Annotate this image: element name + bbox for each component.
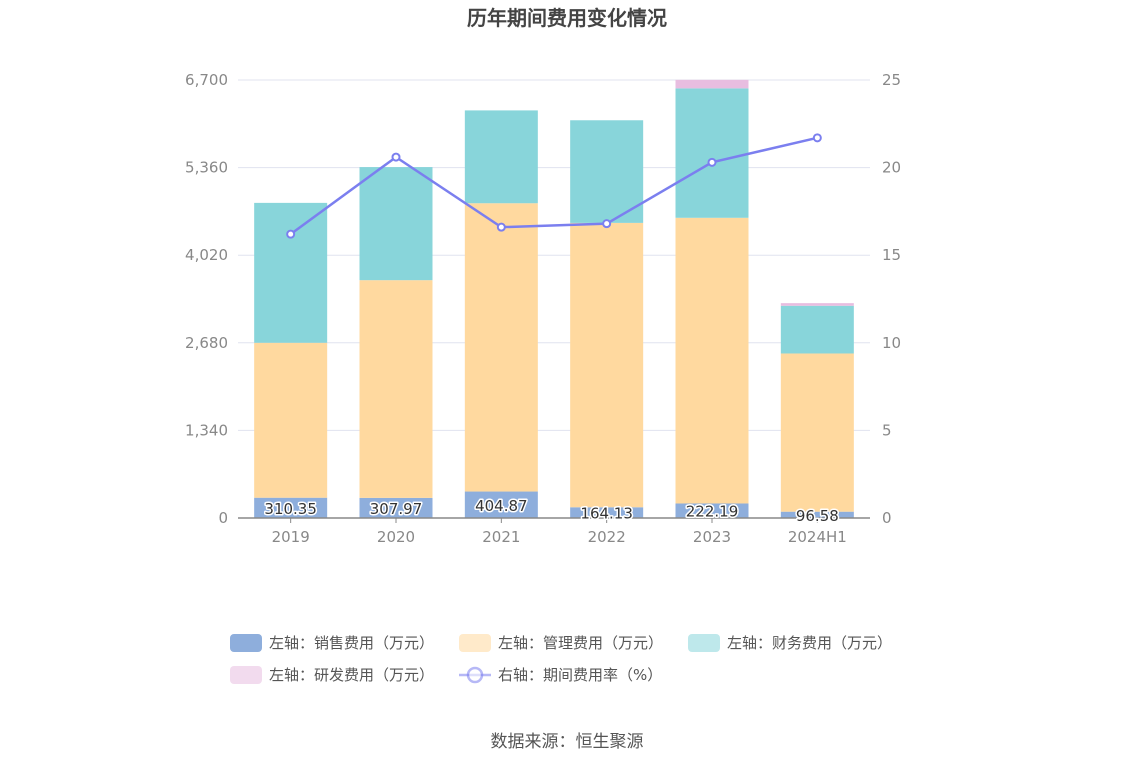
bar-segment-3-2024H1 bbox=[780, 303, 854, 306]
bar-segment-0-2021 bbox=[464, 491, 538, 518]
bar-segment-2-2023 bbox=[675, 88, 749, 218]
left-tick-label: 0 bbox=[218, 509, 228, 527]
legend-swatch[interactable] bbox=[230, 666, 262, 684]
bar-segment-1-2019 bbox=[254, 342, 328, 498]
left-tick-label: 1,340 bbox=[185, 421, 228, 439]
rate-point bbox=[286, 229, 296, 239]
legend-swatch[interactable] bbox=[230, 634, 262, 652]
rate-point bbox=[391, 152, 401, 162]
bar-value-label: 96.58 bbox=[796, 507, 839, 525]
rate-line bbox=[289, 136, 818, 236]
right-tick-label: 20 bbox=[882, 159, 901, 177]
legend-label[interactable]: 左轴：财务费用（万元） bbox=[727, 634, 892, 652]
bars-group bbox=[254, 79, 854, 518]
bar-segment-0-2024H1 bbox=[780, 511, 854, 518]
bar-value-label: 310.35 bbox=[264, 500, 317, 518]
legend-swatch[interactable] bbox=[688, 634, 720, 652]
left-tick-label: 5,360 bbox=[185, 159, 228, 177]
bar-segment-0-2019 bbox=[254, 497, 328, 518]
bar-segment-1-2024H1 bbox=[780, 353, 854, 512]
x-tick-label: 2022 bbox=[588, 528, 626, 546]
left-axis: 0 1,340 2,680 4,020 5,360 6,700 bbox=[185, 71, 228, 527]
bar-segment-2-2024H1 bbox=[780, 305, 854, 354]
x-axis: 2019 2020 2021 2022 2023 2024H1 bbox=[238, 517, 870, 546]
bar-segment-2-2022 bbox=[570, 120, 644, 223]
bar-segment-0-2023 bbox=[675, 503, 749, 518]
right-tick-label: 25 bbox=[882, 71, 901, 89]
bar-segment-1-2021 bbox=[464, 203, 538, 492]
rate-line-group bbox=[286, 133, 822, 239]
right-tick-label: 0 bbox=[882, 509, 892, 527]
bar-segment-2-2020 bbox=[359, 167, 433, 281]
left-tick-label: 4,020 bbox=[185, 246, 228, 264]
x-tick-label: 2023 bbox=[693, 528, 731, 546]
legend-label[interactable]: 左轴：管理费用（万元） bbox=[498, 634, 663, 652]
right-axis: 0 5 10 15 20 25 bbox=[882, 71, 901, 527]
legend: 左轴：销售费用（万元） 左轴：管理费用（万元） 左轴：财务费用（万元） 左轴：研发费用… bbox=[230, 634, 892, 684]
bar-segment-1-2023 bbox=[675, 217, 749, 504]
grid-lines bbox=[238, 79, 870, 431]
bar-segment-1-2020 bbox=[359, 280, 433, 498]
data-labels: 310.35 307.97 404.87 164.13 222.19 96.58 bbox=[263, 495, 840, 526]
bar-value-label: 404.87 bbox=[475, 497, 528, 515]
right-tick-label: 15 bbox=[882, 246, 901, 264]
bar-value-label: 164.13 bbox=[580, 505, 633, 523]
right-tick-label: 5 bbox=[882, 421, 892, 439]
legend-swatch[interactable] bbox=[459, 634, 491, 652]
bar-value-label: 222.19 bbox=[686, 503, 739, 521]
legend-label[interactable]: 右轴：期间费用率（%） bbox=[498, 666, 662, 684]
data-source: 数据来源：恒生聚源 bbox=[491, 732, 644, 752]
bar-segment-1-2022 bbox=[570, 222, 644, 508]
rate-point bbox=[707, 157, 717, 167]
chart-title: 历年期间费用变化情况 bbox=[467, 6, 667, 30]
bar-segment-0-2022 bbox=[570, 507, 644, 518]
x-tick-label: 2020 bbox=[377, 528, 415, 546]
bar-segment-2-2021 bbox=[464, 110, 538, 204]
rate-point bbox=[602, 219, 612, 229]
x-tick-label: 2019 bbox=[272, 528, 310, 546]
bar-segment-3-2023 bbox=[675, 79, 749, 89]
left-tick-label: 6,700 bbox=[185, 71, 228, 89]
right-tick-label: 10 bbox=[882, 334, 901, 352]
legend-label[interactable]: 左轴：销售费用（万元） bbox=[269, 634, 434, 652]
rate-point bbox=[496, 222, 506, 232]
x-tick-label: 2021 bbox=[482, 528, 520, 546]
bar-segment-2-2019 bbox=[254, 202, 328, 343]
legend-line-marker[interactable] bbox=[466, 666, 484, 684]
x-tick-label: 2024H1 bbox=[788, 528, 847, 546]
bar-value-label: 307.97 bbox=[370, 500, 423, 518]
rate-point bbox=[812, 133, 822, 143]
legend-label[interactable]: 左轴：研发费用（万元） bbox=[269, 666, 434, 684]
left-tick-label: 2,680 bbox=[185, 334, 228, 352]
bar-segment-0-2020 bbox=[359, 497, 433, 518]
